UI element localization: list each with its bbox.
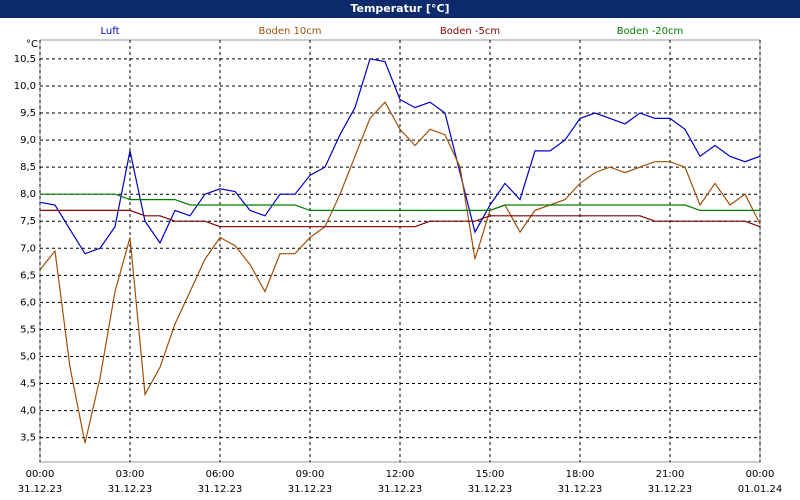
y-tick-label: 6,5 bbox=[20, 270, 36, 281]
x-tick-label: 00:00 bbox=[746, 469, 775, 480]
x-tick-label: 03:00 bbox=[116, 469, 145, 480]
data-line bbox=[39, 58, 761, 255]
legend-entry: Luft bbox=[101, 26, 120, 37]
y-tick-label: 8,5 bbox=[20, 162, 36, 173]
x-tick-date: 31.12.23 bbox=[288, 484, 333, 495]
x-tick-date: 31.12.23 bbox=[648, 484, 693, 495]
data-line bbox=[40, 193, 760, 211]
y-tick-label: 7,5 bbox=[20, 216, 36, 227]
x-tick-date: 31.12.23 bbox=[558, 484, 603, 495]
x-tick-label: 15:00 bbox=[476, 469, 505, 480]
x-tick-date: 31.12.23 bbox=[108, 484, 153, 495]
y-tick-label: 7,0 bbox=[20, 243, 36, 254]
x-tick-label: 06:00 bbox=[206, 469, 235, 480]
y-tick-label: 5,5 bbox=[20, 324, 36, 335]
x-tick-label: 12:00 bbox=[386, 469, 415, 480]
y-tick-label: 10,5 bbox=[14, 54, 36, 65]
x-tick-label: 21:00 bbox=[656, 469, 685, 480]
x-tick-date: 01.01.24 bbox=[738, 484, 783, 495]
chart-title: Temperatur [°C] bbox=[350, 2, 449, 15]
legend-entry: Boden -20cm bbox=[617, 26, 684, 37]
y-tick-label: 4,5 bbox=[20, 379, 36, 390]
y-tick-label: 3,5 bbox=[20, 433, 36, 444]
x-tick-label: 18:00 bbox=[566, 469, 595, 480]
y-tick-label: 4,0 bbox=[20, 406, 36, 417]
x-tick-date: 31.12.23 bbox=[468, 484, 513, 495]
x-tick-label: 09:00 bbox=[296, 469, 325, 480]
x-tick-label: 00:00 bbox=[26, 469, 55, 480]
y-tick-label: 8,0 bbox=[20, 189, 36, 200]
x-tick-date: 31.12.23 bbox=[198, 484, 243, 495]
y-tick-label: 5,0 bbox=[20, 352, 36, 363]
data-line bbox=[40, 209, 761, 228]
x-tick-date: 31.12.23 bbox=[18, 484, 63, 495]
y-tick-label: 9,5 bbox=[20, 108, 36, 119]
x-tick-date: 31.12.23 bbox=[378, 484, 423, 495]
title-bar bbox=[0, 0, 800, 18]
y-tick-label: 9,0 bbox=[20, 135, 36, 146]
y-tick-label: 10,0 bbox=[14, 81, 36, 92]
legend-entry: Boden -5cm bbox=[440, 26, 500, 37]
y-tick-label: 6,0 bbox=[20, 297, 36, 308]
data-line bbox=[39, 101, 761, 444]
y-unit: °C bbox=[26, 39, 38, 50]
legend-entry: Boden 10cm bbox=[259, 26, 322, 37]
